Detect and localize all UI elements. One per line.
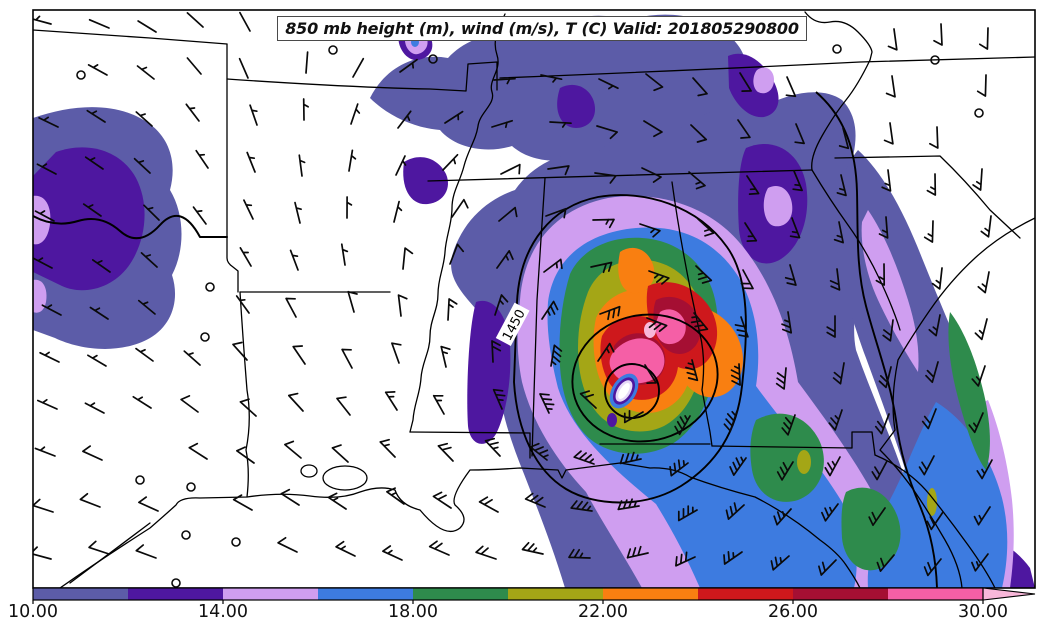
colorbar-tick-label: 14.00 <box>198 602 248 622</box>
calm-circles <box>76 44 984 588</box>
colorbar-tick-label: 22.00 <box>578 602 628 622</box>
colorbar-tick-label: 10.00 <box>8 602 58 622</box>
state-lines <box>33 11 1035 588</box>
colorbar-tick-label: 18.00 <box>388 602 438 622</box>
colorbar-tick-label: 26.00 <box>768 602 818 622</box>
wind-barbs <box>33 11 993 577</box>
colorbar-tick-label: 30.00 <box>958 602 1008 622</box>
over-30-speck <box>644 322 656 338</box>
cyclone-eye <box>609 373 639 409</box>
eye-core <box>618 383 630 399</box>
colorbar: 10.00 14.00 18.00 22.00 26.00 30.00 <box>8 587 1036 622</box>
height-contours <box>513 91 938 588</box>
title-box: 850 mb height (m), wind (m/s), T (C) Val… <box>277 16 807 41</box>
title-text: 850 mb height (m), wind (m/s), T (C) Val… <box>285 19 799 38</box>
